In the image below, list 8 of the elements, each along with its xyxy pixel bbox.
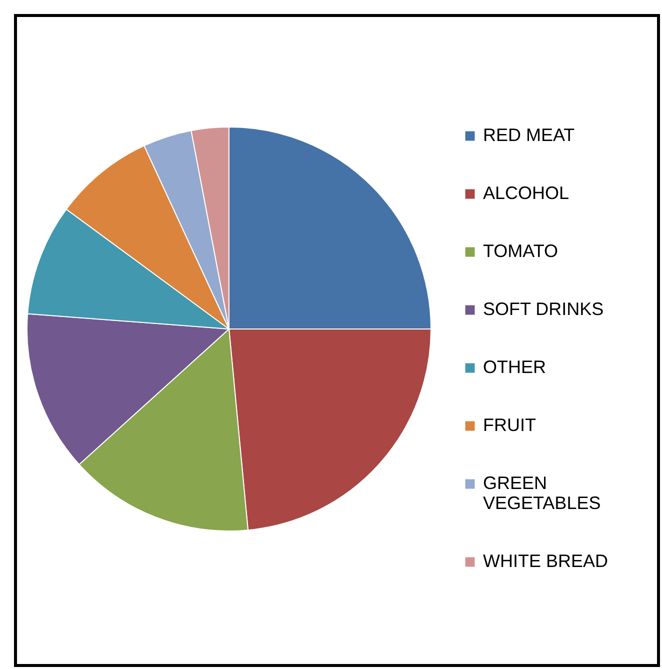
legend-label: RED MEAT	[483, 125, 575, 145]
legend-label: FRUIT	[483, 415, 536, 435]
legend-label: GREEN VEGETABLES	[483, 473, 601, 513]
legend-label: ALCOHOL	[483, 183, 570, 203]
legend-label: OTHER	[483, 357, 546, 377]
legend-label: WHITE BREAD	[483, 551, 608, 571]
legend-label: TOMATO	[483, 241, 558, 261]
legend-label: SOFT DRINKS	[483, 299, 604, 319]
